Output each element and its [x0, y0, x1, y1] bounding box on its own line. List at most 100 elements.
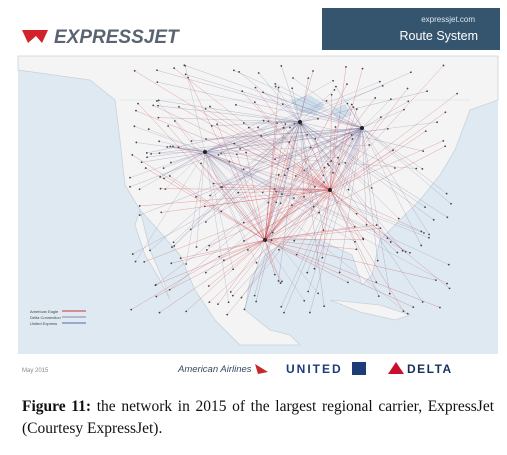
- city: [267, 120, 270, 123]
- city: [243, 308, 246, 311]
- city: [392, 149, 394, 152]
- city: [273, 273, 276, 276]
- route: [254, 121, 301, 296]
- hub: [203, 150, 207, 154]
- route: [163, 151, 206, 169]
- city: [280, 65, 283, 67]
- route: [329, 189, 398, 253]
- city: [129, 176, 131, 179]
- city: [140, 161, 143, 164]
- city: [255, 300, 258, 303]
- route: [307, 127, 363, 292]
- route: [339, 127, 363, 273]
- route: [209, 121, 301, 196]
- route: [255, 87, 331, 191]
- route: [213, 183, 331, 191]
- route: [204, 151, 257, 263]
- route: [278, 121, 301, 282]
- city: [421, 301, 424, 303]
- route: [264, 130, 426, 241]
- route: [361, 99, 392, 129]
- route: [173, 121, 301, 243]
- route: [204, 151, 249, 251]
- city: [347, 281, 349, 284]
- city: [133, 69, 136, 72]
- route: [129, 151, 206, 178]
- city: [222, 259, 225, 262]
- aa-mark: [255, 364, 268, 374]
- city: [389, 241, 392, 243]
- city: [330, 93, 333, 96]
- route: [299, 121, 424, 152]
- route: [329, 189, 406, 252]
- city: [138, 214, 141, 216]
- route: [248, 127, 331, 191]
- route: [329, 126, 336, 191]
- city: [368, 144, 371, 146]
- route: [227, 189, 331, 315]
- route: [221, 121, 301, 212]
- route: [204, 151, 449, 265]
- city: [208, 244, 211, 247]
- city: [424, 206, 426, 209]
- city: [280, 305, 283, 308]
- united-mark: [352, 362, 366, 375]
- city: [233, 69, 235, 72]
- city: [409, 251, 411, 254]
- route: [264, 239, 348, 283]
- city: [303, 299, 306, 302]
- city: [137, 102, 139, 105]
- city: [293, 239, 296, 242]
- city: [335, 85, 337, 88]
- city: [444, 145, 447, 148]
- city: [346, 83, 348, 86]
- city: [439, 306, 441, 309]
- route: [238, 71, 301, 123]
- route: [329, 94, 332, 191]
- route: [281, 127, 363, 307]
- city: [375, 281, 378, 284]
- legend-label: United Express: [30, 321, 57, 326]
- route: [220, 186, 331, 191]
- route: [329, 189, 357, 214]
- hub: [328, 188, 332, 192]
- route: [264, 239, 414, 308]
- route: [258, 72, 301, 123]
- route: [299, 91, 428, 123]
- route: [264, 104, 352, 241]
- route: [264, 239, 281, 284]
- city: [216, 123, 219, 126]
- city: [283, 311, 285, 314]
- city: [325, 99, 328, 102]
- city: [163, 177, 165, 180]
- city: [388, 292, 391, 295]
- city: [134, 260, 137, 263]
- route: [264, 239, 436, 281]
- route: [184, 65, 363, 129]
- city: [412, 306, 415, 308]
- city: [277, 86, 280, 89]
- city: [171, 246, 173, 249]
- route: [204, 127, 284, 153]
- city: [131, 253, 134, 255]
- route: [161, 189, 331, 213]
- city: [275, 201, 278, 204]
- route: [172, 146, 331, 191]
- city: [160, 211, 163, 214]
- city: [195, 246, 198, 248]
- city: [428, 236, 430, 239]
- route: [219, 239, 266, 257]
- route: [209, 189, 331, 246]
- route: [361, 127, 378, 261]
- partner: American Airlines: [177, 364, 252, 375]
- city: [308, 311, 311, 314]
- city: [450, 202, 452, 205]
- city: [446, 282, 448, 285]
- city: [241, 90, 244, 93]
- route: [205, 127, 363, 273]
- city: [157, 99, 160, 102]
- city: [393, 167, 396, 169]
- route: [135, 110, 331, 191]
- route: [291, 88, 301, 123]
- city: [292, 197, 295, 200]
